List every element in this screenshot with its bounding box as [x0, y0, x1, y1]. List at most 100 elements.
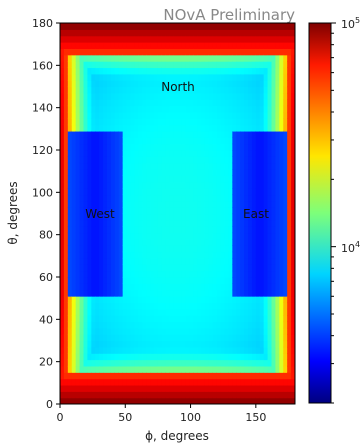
heatmap-cell — [118, 67, 124, 75]
heatmap-cell — [60, 264, 65, 272]
heatmap-cell — [154, 296, 159, 303]
heatmap-cell — [228, 207, 233, 215]
heatmap-cell — [118, 372, 124, 380]
heatmap-cell — [130, 42, 136, 49]
heatmap-cell — [244, 257, 249, 265]
heatmap-cell — [248, 150, 253, 157]
heatmap-cell — [118, 264, 124, 272]
heatmap-cell — [126, 315, 132, 323]
heatmap-cell — [122, 327, 128, 335]
heatmap-cell — [228, 124, 233, 132]
heatmap-cell — [107, 124, 112, 132]
heatmap-cell — [271, 327, 277, 335]
heatmap-cell — [71, 150, 77, 157]
heatmap-cell — [236, 99, 241, 107]
heatmap-cell — [248, 302, 253, 310]
heatmap-cell — [201, 308, 206, 316]
heatmap-cell — [189, 188, 194, 196]
heatmap-cell — [169, 226, 175, 234]
heatmap-cell — [173, 378, 179, 386]
heatmap-cell — [75, 99, 81, 107]
heatmap-cell — [283, 397, 288, 404]
heatmap-cell — [255, 264, 261, 272]
heatmap-cell — [220, 321, 226, 329]
heatmap-cell — [216, 289, 222, 297]
heatmap-cell — [134, 61, 139, 69]
heatmap-cell — [255, 150, 261, 157]
heatmap-cell — [71, 289, 77, 297]
heatmap-cell — [177, 277, 183, 284]
heatmap-cell — [87, 391, 92, 399]
y-tick-label: 160 — [32, 59, 53, 72]
heatmap-cell — [197, 67, 202, 75]
heatmap-cell — [134, 188, 139, 196]
heatmap-cell — [244, 194, 249, 202]
heatmap-cell — [220, 226, 226, 234]
heatmap-cell — [189, 92, 194, 100]
heatmap-cell — [118, 245, 124, 253]
heatmap-cell — [154, 169, 159, 176]
heatmap-cell — [185, 302, 190, 310]
heatmap-cell — [248, 156, 253, 164]
heatmap-cell — [193, 99, 198, 107]
heatmap-cell — [212, 181, 218, 189]
heatmap-cell — [212, 219, 218, 227]
heatmap-cell — [263, 61, 269, 69]
heatmap-cell — [232, 321, 237, 329]
heatmap-cell — [279, 257, 284, 265]
heatmap-cell — [287, 48, 292, 56]
heatmap-cell — [248, 118, 253, 126]
heatmap-cell — [157, 99, 163, 107]
heatmap-cell — [236, 48, 241, 56]
heatmap-cell — [107, 23, 112, 30]
heatmap-cell — [212, 175, 218, 183]
heatmap-cell — [279, 391, 284, 399]
heatmap-cell — [122, 105, 128, 113]
heatmap-cell — [283, 48, 288, 56]
heatmap-cell — [95, 296, 100, 303]
heatmap-cell — [259, 143, 265, 151]
heatmap-cell — [279, 315, 284, 323]
heatmap-cell — [283, 245, 288, 253]
heatmap-cell — [122, 207, 128, 215]
heatmap-cell — [181, 391, 186, 399]
heatmap-cell — [60, 245, 65, 253]
heatmap-cell — [169, 143, 175, 151]
heatmap-cell — [79, 346, 85, 354]
heatmap-cell — [75, 42, 81, 49]
heatmap-cell — [130, 86, 136, 94]
heatmap-cell — [228, 384, 233, 392]
heatmap-cell — [161, 321, 167, 329]
heatmap-cell — [103, 359, 108, 367]
heatmap-cell — [279, 264, 284, 272]
heatmap-cell — [232, 137, 237, 145]
heatmap-cell — [212, 207, 218, 215]
heatmap-cell — [291, 162, 295, 170]
heatmap-cell — [212, 251, 218, 259]
heatmap-cell — [228, 105, 233, 113]
heatmap-cell — [193, 340, 198, 348]
heatmap-cell — [67, 61, 73, 69]
heatmap-cell — [283, 340, 288, 348]
heatmap-cell — [79, 124, 85, 132]
heatmap-cell — [224, 378, 230, 386]
heatmap-cell — [60, 48, 65, 56]
heatmap-cell — [275, 156, 280, 164]
heatmap-cell — [126, 283, 132, 291]
heatmap-cell — [185, 35, 190, 43]
heatmap-cell — [283, 200, 288, 208]
heatmap-cell — [248, 289, 253, 297]
heatmap-cell — [103, 111, 108, 119]
heatmap-cell — [71, 359, 77, 367]
heatmap-cell — [208, 162, 214, 170]
heatmap-cell — [255, 207, 261, 215]
heatmap-cell — [79, 226, 85, 234]
heatmap-cell — [99, 346, 104, 354]
heatmap-cell — [279, 365, 284, 373]
heatmap-cell — [146, 92, 151, 100]
heatmap-cell — [134, 226, 139, 234]
heatmap-cell — [185, 277, 190, 284]
heatmap-cell — [110, 137, 116, 145]
heatmap-cell — [189, 359, 194, 367]
heatmap-cell — [157, 156, 163, 164]
